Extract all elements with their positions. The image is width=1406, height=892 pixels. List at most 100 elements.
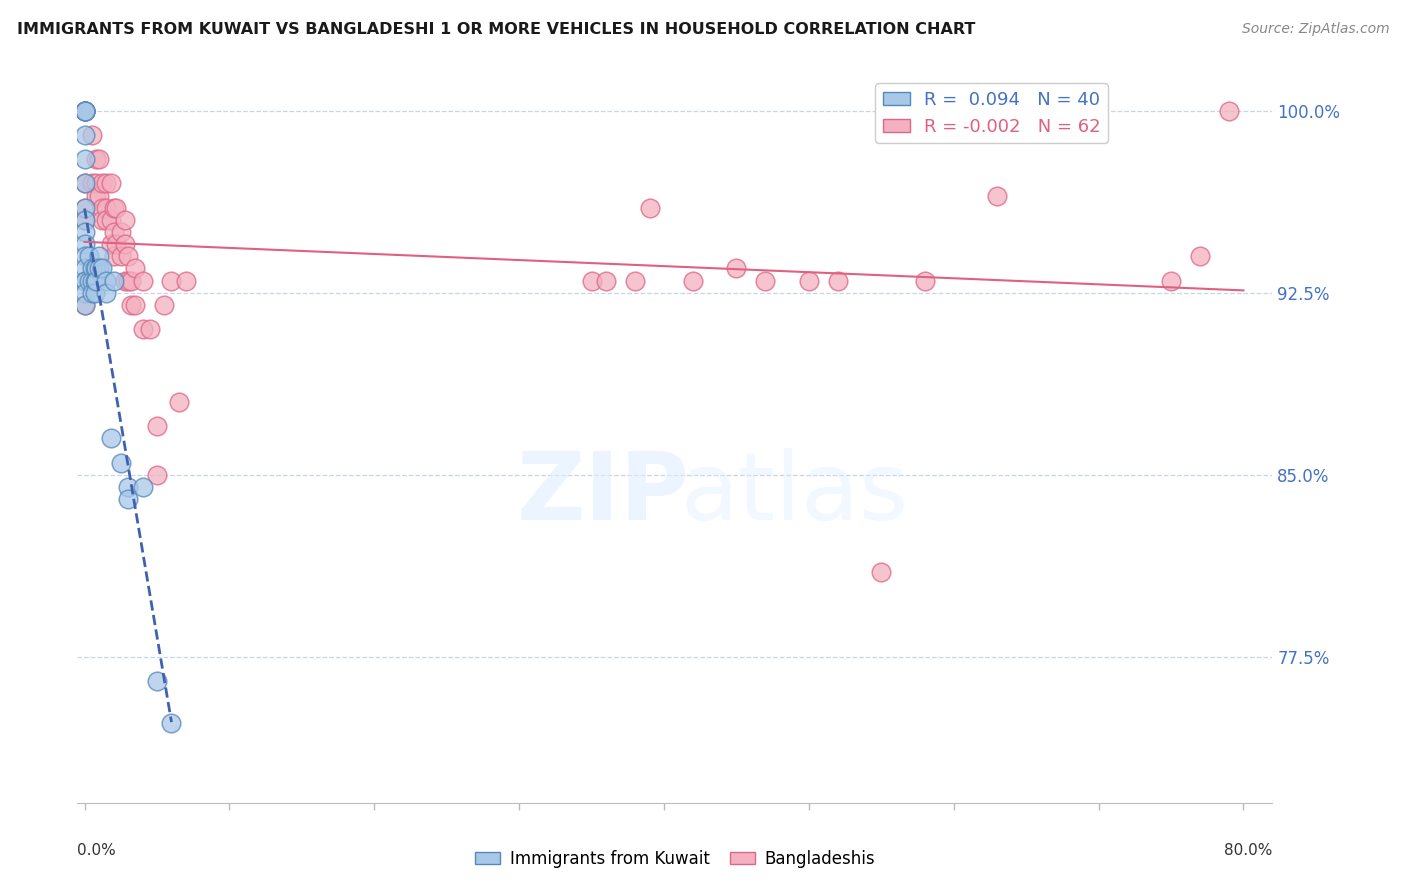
Text: Source: ZipAtlas.com: Source: ZipAtlas.com: [1241, 22, 1389, 37]
Point: [105, 201, 128, 215]
Point: [73, 225, 96, 239]
Point: [80, 128, 103, 142]
Text: 80.0%: 80.0%: [1225, 843, 1272, 858]
Point: [110, 225, 132, 239]
Text: atlas: atlas: [681, 448, 908, 540]
Point: [83, 261, 105, 276]
Point: [73, 249, 96, 263]
Point: [797, 274, 820, 288]
Point: [73, 298, 96, 312]
Point: [87, 188, 110, 202]
Point: [87, 152, 110, 166]
Point: [131, 480, 153, 494]
Point: [167, 395, 190, 409]
Point: [146, 467, 169, 482]
Point: [100, 213, 122, 227]
Text: 0.0%: 0.0%: [77, 843, 117, 858]
Point: [73, 152, 96, 166]
Point: [73, 177, 96, 191]
Point: [117, 492, 139, 507]
Text: ZIP: ZIP: [517, 448, 689, 540]
Point: [624, 274, 647, 288]
Point: [100, 177, 122, 191]
Point: [131, 322, 153, 336]
Point: [73, 237, 96, 252]
Point: [682, 274, 704, 288]
Point: [73, 213, 96, 227]
Point: [146, 419, 169, 434]
Point: [139, 322, 162, 336]
Point: [114, 274, 136, 288]
Point: [73, 285, 96, 300]
Point: [87, 249, 110, 263]
Point: [84, 152, 107, 166]
Point: [160, 715, 183, 730]
Point: [77, 274, 100, 288]
Point: [638, 201, 661, 215]
Point: [725, 261, 748, 276]
Point: [110, 249, 132, 263]
Point: [73, 103, 96, 118]
Point: [73, 103, 96, 118]
Point: [73, 103, 96, 118]
Point: [80, 274, 103, 288]
Point: [80, 285, 103, 300]
Point: [73, 261, 96, 276]
Point: [84, 261, 107, 276]
Point: [84, 188, 107, 202]
Point: [80, 261, 103, 276]
Point: [160, 274, 183, 288]
Point: [103, 249, 125, 263]
Point: [83, 274, 105, 288]
Point: [73, 103, 96, 118]
Point: [96, 274, 118, 288]
Point: [73, 201, 96, 215]
Point: [117, 480, 139, 494]
Point: [73, 274, 96, 288]
Point: [73, 128, 96, 142]
Point: [827, 274, 849, 288]
Point: [100, 237, 122, 252]
Point: [114, 237, 136, 252]
Point: [73, 298, 96, 312]
Point: [120, 298, 142, 312]
Point: [96, 177, 118, 191]
Point: [153, 298, 176, 312]
Point: [91, 177, 114, 191]
Point: [73, 177, 96, 191]
Text: IMMIGRANTS FROM KUWAIT VS BANGLADESHI 1 OR MORE VEHICLES IN HOUSEHOLD CORRELATIO: IMMIGRANTS FROM KUWAIT VS BANGLADESHI 1 …: [17, 22, 976, 37]
Point: [117, 274, 139, 288]
Point: [91, 213, 114, 227]
Point: [96, 285, 118, 300]
Point: [83, 285, 105, 300]
Point: [73, 201, 96, 215]
Point: [103, 225, 125, 239]
Point: [105, 237, 128, 252]
Point: [1188, 249, 1211, 263]
Point: [91, 201, 114, 215]
Point: [595, 274, 617, 288]
Point: [870, 565, 893, 579]
Point: [124, 298, 146, 312]
Point: [124, 261, 146, 276]
Point: [103, 201, 125, 215]
Point: [73, 213, 96, 227]
Point: [146, 674, 169, 689]
Point: [754, 274, 776, 288]
Point: [103, 274, 125, 288]
Point: [117, 249, 139, 263]
Point: [80, 177, 103, 191]
Point: [131, 274, 153, 288]
Point: [77, 249, 100, 263]
Point: [1218, 103, 1240, 118]
Point: [73, 274, 96, 288]
Point: [96, 213, 118, 227]
Legend: Immigrants from Kuwait, Bangladeshis: Immigrants from Kuwait, Bangladeshis: [468, 844, 882, 875]
Point: [73, 103, 96, 118]
Point: [73, 103, 96, 118]
Point: [1160, 274, 1182, 288]
Point: [914, 274, 936, 288]
Point: [91, 261, 114, 276]
Point: [84, 177, 107, 191]
Legend: R =  0.094   N = 40, R = -0.002   N = 62: R = 0.094 N = 40, R = -0.002 N = 62: [876, 83, 1108, 143]
